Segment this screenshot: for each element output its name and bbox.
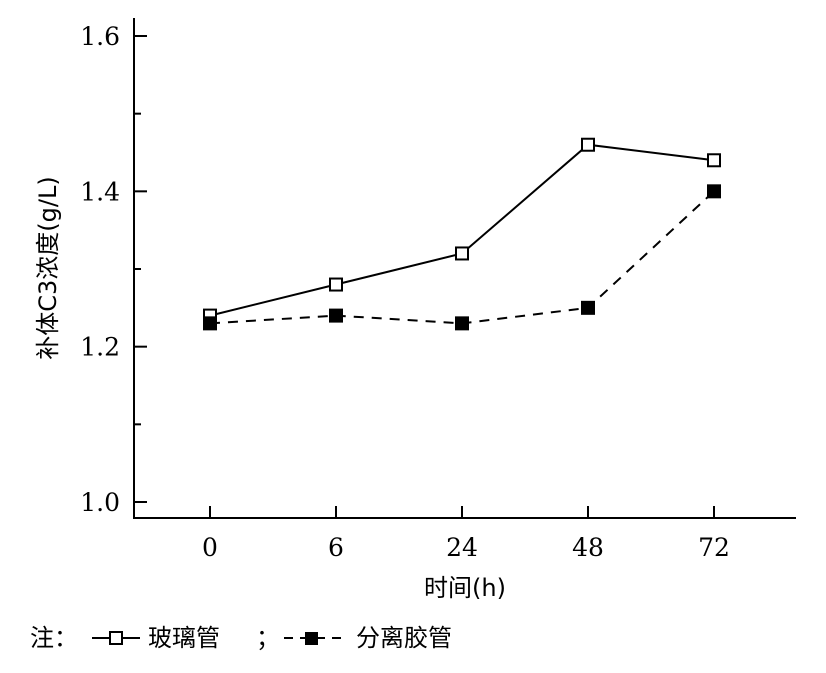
x-tick-label: 72: [698, 533, 730, 562]
x-tick-label: 24: [446, 533, 478, 562]
note-prefix: 注：: [30, 624, 78, 652]
x-axis-ticks: 0 6 24 48 72: [202, 506, 730, 562]
x-tick-label: 0: [202, 533, 218, 562]
y-tick-label: 1.2: [80, 333, 120, 362]
legend-marker-series-1: [109, 631, 123, 645]
data-point-series-1: [707, 153, 721, 168]
x-tick-label: 48: [572, 533, 604, 562]
y-axis-ticks: 1.0 1.2 1.4 1.6: [80, 22, 147, 517]
data-point-series-2: [329, 308, 343, 323]
series-line-1: [209, 143, 715, 317]
y-axis-title: 补体C3浓度(g/L): [34, 176, 62, 359]
data-point-series-1: [455, 246, 469, 261]
x-axis-title: 时间(h): [424, 574, 506, 602]
y-tick-label: 1.0: [80, 488, 120, 517]
y-tick-label: 1.4: [80, 177, 120, 206]
legend-marker-series-2: [305, 632, 318, 645]
data-point-series-2: [707, 184, 721, 199]
data-point-series-1: [329, 277, 343, 292]
data-point-series-2: [455, 316, 469, 331]
data-point-series-2: [581, 300, 595, 315]
data-point-series-1: [581, 137, 595, 152]
legend-separator: ；: [256, 624, 280, 652]
data-point-series-2: [203, 316, 217, 331]
legend-label-series-2: 分离胶管: [356, 624, 452, 652]
y-tick-label: 1.6: [80, 22, 120, 51]
series-layer: [203, 137, 721, 331]
legend-label-series-1: 玻璃管: [148, 624, 220, 652]
x-tick-label: 6: [328, 533, 344, 562]
legend: 注： 玻璃管 ； 分离胶管: [30, 624, 452, 652]
